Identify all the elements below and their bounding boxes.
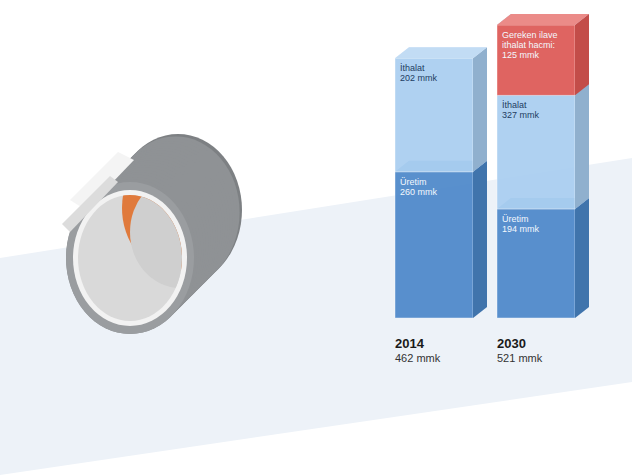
pipe-inside <box>66 145 230 334</box>
bar-side-shade <box>575 14 589 95</box>
bar-top <box>395 47 487 58</box>
chart-container: Üretim260 mmkİthalat202 mmk2014462 mmkÜr… <box>0 0 632 475</box>
segment-name: Üretim <box>502 214 529 224</box>
bar-side <box>575 14 589 209</box>
pipe-inner-floor <box>130 176 230 288</box>
bar-top-light <box>497 14 589 25</box>
bar-front <box>497 25 575 209</box>
segment-name-line: İthalat <box>502 100 527 110</box>
bar-side <box>473 161 487 318</box>
bar-segment <box>395 161 487 318</box>
bar-side-shade <box>473 161 487 318</box>
labels: Üretim260 mmkİthalat202 mmk2014462 mmkÜr… <box>395 30 558 364</box>
segment-name-line: İthalat <box>400 63 425 73</box>
segment-name: Üretim <box>400 177 427 187</box>
data-label: 202 mmk <box>400 73 438 83</box>
segment-name: İthalat <box>400 63 425 73</box>
page: {"chart_data": {"type": "bar", "stacked"… <box>0 0 632 475</box>
chart: Üretim260 mmkİthalat202 mmk2014462 mmkÜr… <box>0 0 632 475</box>
bar-side-shade <box>575 14 589 209</box>
pipe-illustration <box>62 134 242 334</box>
segment-name-line: Gereken ilave <box>502 30 558 40</box>
category-label: 2030 <box>497 336 526 351</box>
bar-side <box>575 14 589 95</box>
bar-side <box>473 47 487 172</box>
bar-side <box>575 198 589 318</box>
bar-top-light <box>497 14 589 25</box>
bar-top-light <box>395 47 487 58</box>
total-label: 521 mmk <box>497 352 543 364</box>
bar-side-shade <box>473 47 487 172</box>
bar-front <box>497 25 575 95</box>
data-label: 327 mmk <box>502 110 540 120</box>
segment-name-line: Üretim <box>502 214 529 224</box>
bar-front <box>395 58 473 172</box>
bar-side-shade <box>575 198 589 318</box>
total-label: 462 mmk <box>395 352 441 364</box>
data-label: 194 mmk <box>502 224 540 234</box>
bar-segment <box>497 14 589 209</box>
bar-front <box>395 172 473 318</box>
bar-segment <box>395 47 487 172</box>
bar-top <box>497 14 589 25</box>
pipe-slot <box>62 176 118 232</box>
bar-segment <box>497 14 589 95</box>
bars <box>395 14 589 318</box>
segment-name-line: ithalat hacmi: <box>502 40 555 50</box>
category-label: 2014 <box>395 336 425 351</box>
data-label: 260 mmk <box>400 187 438 197</box>
bar-front <box>497 209 575 318</box>
data-label: 125 mmk <box>502 50 540 60</box>
segment-name: Gereken ilaveithalat hacmi: <box>502 30 558 50</box>
bar-top <box>497 14 589 25</box>
segment-name-line: Üretim <box>400 177 427 187</box>
segment-name: İthalat <box>502 100 527 110</box>
bar-segment <box>497 198 589 318</box>
pipe-slot <box>70 152 134 210</box>
